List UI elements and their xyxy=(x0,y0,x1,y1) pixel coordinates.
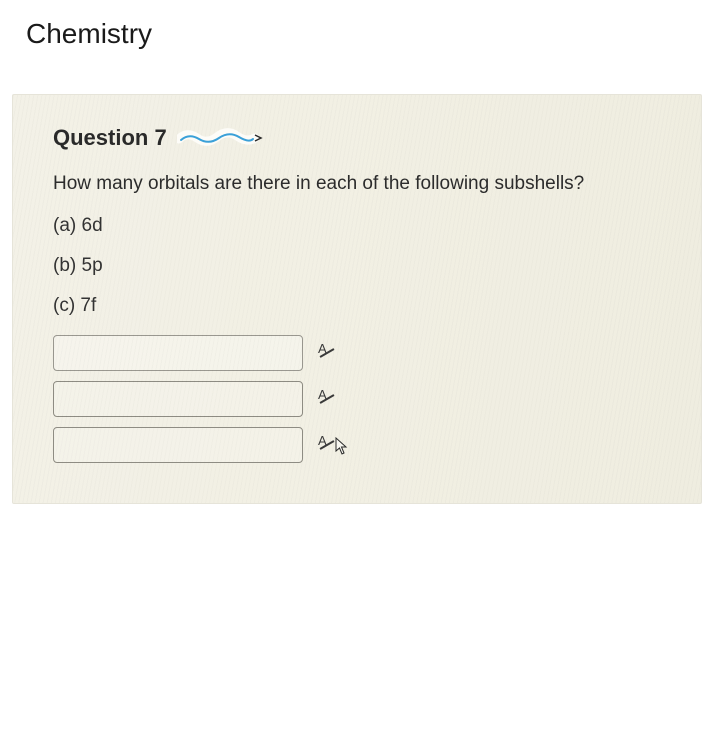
quiz-card: Question 7 How many orbitals are there i… xyxy=(12,94,702,504)
answer-row: A xyxy=(53,381,665,417)
text-format-icon[interactable]: A xyxy=(317,389,337,409)
question-header: Question 7 xyxy=(53,125,665,151)
answer-input-a[interactable] xyxy=(53,335,303,371)
answer-inputs: A A A xyxy=(53,335,665,463)
answer-row: A xyxy=(53,335,665,371)
part-b: (b) 5p xyxy=(53,255,665,277)
text-format-icon[interactable]: A xyxy=(317,343,337,363)
part-a: (a) 6d xyxy=(53,215,665,237)
question-number: Question 7 xyxy=(53,125,167,151)
question-parts: (a) 6d (b) 5p (c) 7f xyxy=(53,215,665,317)
cursor-icon xyxy=(335,437,349,455)
answer-input-c[interactable] xyxy=(53,427,303,463)
page-title: Chemistry xyxy=(0,0,714,50)
answer-input-b[interactable] xyxy=(53,381,303,417)
redaction-scribble-icon xyxy=(177,129,267,147)
answer-row: A xyxy=(53,427,665,463)
part-c: (c) 7f xyxy=(53,295,665,317)
question-prompt: How many orbitals are there in each of t… xyxy=(53,173,665,195)
text-format-icon[interactable]: A xyxy=(317,435,337,455)
